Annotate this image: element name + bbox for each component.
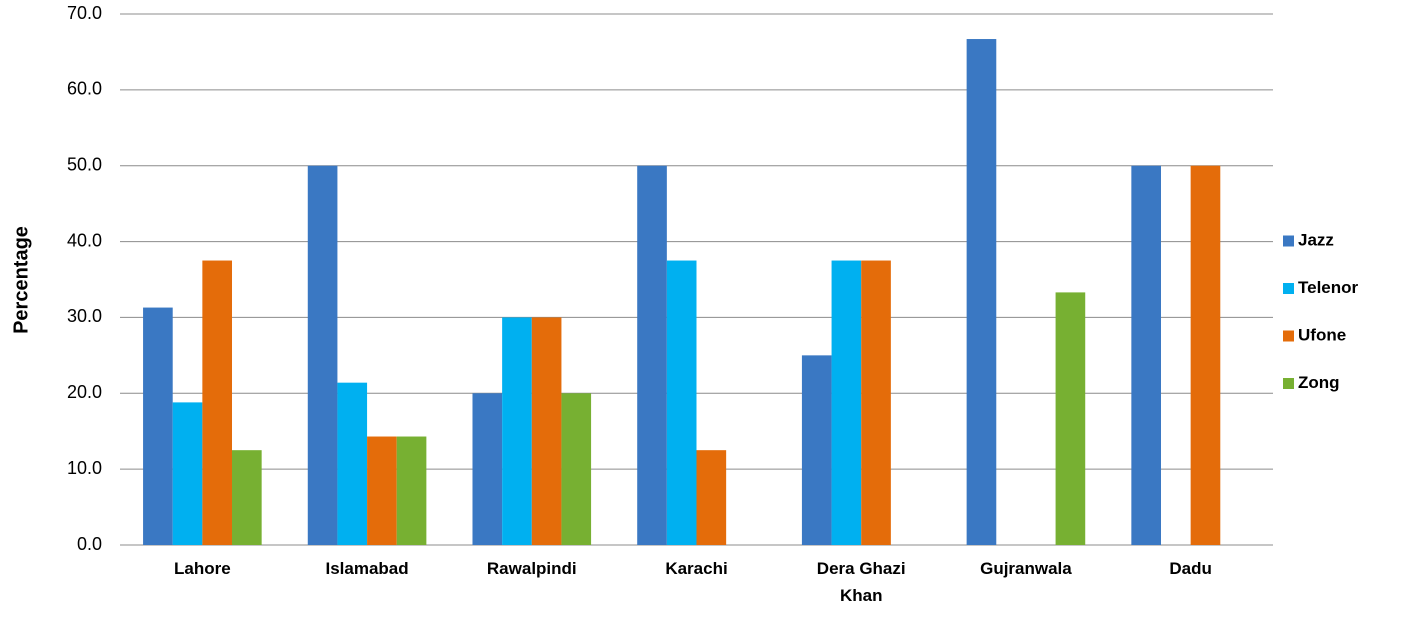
bar (232, 450, 262, 545)
legend-label: Zong (1298, 373, 1340, 392)
bar (307, 165, 338, 545)
bar (801, 355, 832, 545)
bar (861, 260, 891, 545)
y-tick-label: 10.0 (67, 458, 102, 478)
y-axis-title: Percentage (10, 226, 32, 334)
x-tick-label: Islamabad (325, 559, 409, 578)
legend-label: Jazz (1298, 230, 1334, 249)
bar (1190, 165, 1221, 545)
bar (1131, 165, 1161, 545)
x-tick-label: Dadu (1169, 559, 1212, 578)
x-tick-label: Karachi (665, 559, 728, 578)
y-tick-label: 20.0 (67, 382, 102, 402)
y-tick-label: 30.0 (67, 306, 102, 326)
x-tick-label: Lahore (174, 559, 231, 578)
bar (396, 436, 427, 545)
legend-swatch (1283, 330, 1294, 342)
bar (696, 450, 727, 545)
y-tick-label: 40.0 (67, 230, 102, 250)
legend-swatch (1283, 235, 1294, 247)
bar (666, 260, 697, 545)
bar (502, 317, 532, 545)
x-tick-label: Rawalpindi (486, 559, 577, 578)
x-tick-label: Dera Ghazi Khan (816, 559, 906, 605)
bar (637, 165, 667, 545)
bar (172, 402, 203, 545)
legend-swatch (1283, 378, 1294, 389)
bar (1055, 292, 1086, 545)
bar (367, 436, 397, 545)
x-tick-label: Gujranwala (980, 559, 1072, 578)
bar (337, 382, 368, 545)
legend-label: Telenor (1298, 278, 1359, 297)
bar (143, 307, 173, 545)
legend-swatch (1283, 283, 1294, 294)
y-tick-label: 50.0 (67, 154, 102, 174)
bar (472, 393, 503, 545)
y-tick-label: 0.0 (77, 534, 102, 554)
y-tick-label: 60.0 (67, 79, 102, 99)
legend-label: Ufone (1298, 325, 1346, 344)
y-tick-label: 70.0 (67, 3, 102, 23)
bar (531, 317, 562, 545)
bar (831, 260, 862, 545)
bar (966, 39, 997, 545)
bar (561, 393, 592, 545)
bar (202, 260, 233, 545)
